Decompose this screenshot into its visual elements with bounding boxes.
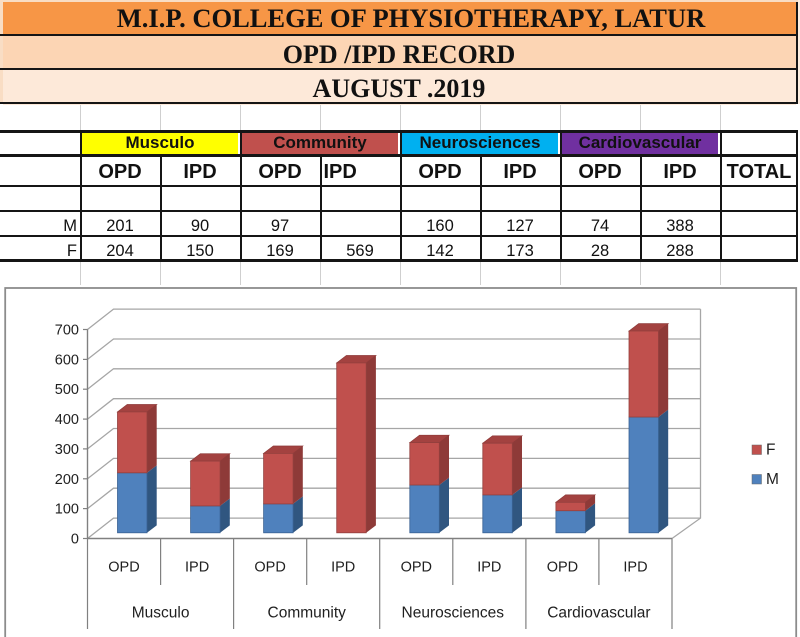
svg-text:700: 700 xyxy=(55,323,79,339)
svg-text:F: F xyxy=(766,442,775,459)
svg-text:600: 600 xyxy=(55,352,79,368)
svg-text:IPD: IPD xyxy=(331,560,355,576)
svg-text:500: 500 xyxy=(55,382,79,398)
svg-text:IPD: IPD xyxy=(623,560,647,576)
svg-text:300: 300 xyxy=(55,442,79,458)
svg-text:IPD: IPD xyxy=(477,560,501,576)
svg-text:Neurosciences: Neurosciences xyxy=(402,605,505,622)
svg-text:IPD: IPD xyxy=(185,560,209,576)
svg-text:OPD: OPD xyxy=(547,560,578,576)
svg-text:OPD: OPD xyxy=(254,560,285,576)
svg-text:M: M xyxy=(766,471,779,488)
svg-text:OPD: OPD xyxy=(401,560,432,576)
svg-text:200: 200 xyxy=(55,472,79,488)
svg-text:Community: Community xyxy=(268,605,347,622)
svg-text:OPD: OPD xyxy=(108,560,139,576)
svg-text:100: 100 xyxy=(55,502,79,518)
svg-text:Musculo: Musculo xyxy=(132,605,190,622)
svg-text:Cardiovascular: Cardiovascular xyxy=(547,605,650,622)
svg-text:400: 400 xyxy=(55,412,79,428)
svg-text:0: 0 xyxy=(71,532,79,548)
